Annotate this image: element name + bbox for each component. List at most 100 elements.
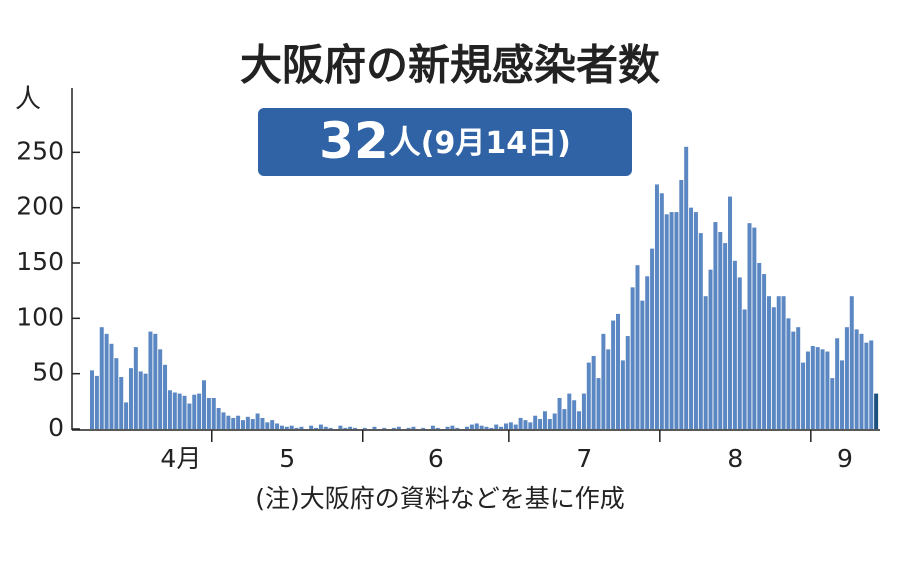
bar bbox=[552, 413, 557, 429]
bar bbox=[484, 426, 489, 429]
bar bbox=[260, 417, 265, 429]
bar bbox=[474, 423, 479, 429]
x-tick-label: 5 bbox=[279, 444, 295, 473]
bar bbox=[650, 248, 655, 429]
bar bbox=[703, 296, 708, 429]
bar bbox=[309, 425, 314, 429]
bar bbox=[382, 427, 387, 429]
bar bbox=[611, 320, 616, 429]
bar bbox=[796, 327, 801, 429]
bar bbox=[353, 427, 357, 429]
bar bbox=[616, 313, 620, 429]
bar bbox=[250, 419, 255, 429]
bar bbox=[572, 400, 577, 429]
x-tick-label: 8 bbox=[727, 444, 743, 473]
bar bbox=[450, 425, 455, 429]
bar bbox=[508, 422, 513, 429]
bar bbox=[757, 263, 762, 429]
bar bbox=[143, 373, 148, 429]
bar bbox=[299, 426, 304, 429]
bar bbox=[445, 426, 450, 429]
bar bbox=[781, 296, 786, 429]
bar bbox=[338, 425, 343, 429]
bar bbox=[791, 331, 796, 429]
y-tick-label: 0 bbox=[48, 413, 64, 442]
bar bbox=[109, 343, 114, 429]
bar bbox=[747, 223, 752, 429]
bar bbox=[732, 260, 737, 429]
bar bbox=[557, 398, 562, 429]
x-tick-label: 7 bbox=[576, 444, 592, 473]
bar bbox=[119, 376, 124, 429]
bar bbox=[221, 412, 226, 429]
y-tick-label: 100 bbox=[16, 302, 64, 331]
bar bbox=[654, 184, 659, 429]
bar bbox=[869, 340, 874, 429]
bar bbox=[581, 393, 586, 429]
y-tick-label: 200 bbox=[16, 192, 64, 221]
bar bbox=[635, 265, 640, 429]
bar bbox=[163, 364, 168, 429]
bar bbox=[645, 276, 650, 429]
bar bbox=[187, 403, 192, 429]
bar bbox=[601, 333, 606, 429]
bar bbox=[708, 269, 713, 429]
bar bbox=[499, 426, 504, 429]
bar bbox=[737, 277, 742, 429]
bar bbox=[503, 423, 508, 429]
bar bbox=[172, 392, 177, 429]
bar bbox=[718, 232, 723, 429]
bar bbox=[835, 338, 840, 429]
x-tick-label: 9 bbox=[837, 444, 853, 473]
bar bbox=[197, 393, 202, 429]
bar bbox=[859, 333, 864, 429]
bar bbox=[766, 296, 771, 429]
bar bbox=[606, 349, 611, 429]
bar bbox=[854, 329, 859, 429]
bar bbox=[523, 420, 528, 429]
badge-date: (9月14日) bbox=[421, 126, 571, 161]
bar bbox=[318, 424, 323, 429]
bar bbox=[255, 413, 260, 429]
bar bbox=[689, 207, 694, 429]
bar bbox=[104, 333, 109, 429]
bar bbox=[265, 422, 270, 429]
bar bbox=[640, 300, 645, 429]
bar bbox=[528, 422, 533, 429]
bar bbox=[771, 307, 776, 429]
bar bbox=[840, 360, 845, 429]
bar bbox=[114, 358, 119, 429]
bar bbox=[630, 287, 635, 429]
bar bbox=[177, 393, 182, 429]
bar bbox=[562, 409, 567, 429]
y-tick-label: 250 bbox=[16, 136, 64, 165]
bar bbox=[874, 393, 879, 429]
bar bbox=[728, 196, 733, 429]
bar bbox=[684, 146, 689, 430]
bar bbox=[815, 347, 820, 429]
badge-unit: 人 bbox=[389, 123, 421, 161]
bar bbox=[231, 417, 236, 429]
bar bbox=[90, 370, 94, 429]
bar bbox=[567, 393, 572, 429]
bar bbox=[752, 227, 757, 429]
bar bbox=[669, 212, 674, 429]
bar bbox=[348, 426, 353, 429]
y-tick-label: 150 bbox=[16, 247, 64, 276]
bar bbox=[625, 336, 630, 429]
bar bbox=[314, 427, 319, 429]
bar bbox=[226, 415, 231, 429]
bar bbox=[202, 380, 207, 429]
bar bbox=[192, 394, 197, 429]
bar bbox=[435, 427, 440, 429]
bar bbox=[825, 351, 830, 429]
bar bbox=[240, 420, 245, 429]
bar bbox=[396, 426, 401, 429]
badge bbox=[258, 108, 632, 176]
bar bbox=[94, 375, 99, 429]
bar bbox=[372, 426, 377, 429]
bar bbox=[864, 342, 869, 429]
bar bbox=[469, 424, 474, 429]
bar bbox=[679, 180, 684, 429]
